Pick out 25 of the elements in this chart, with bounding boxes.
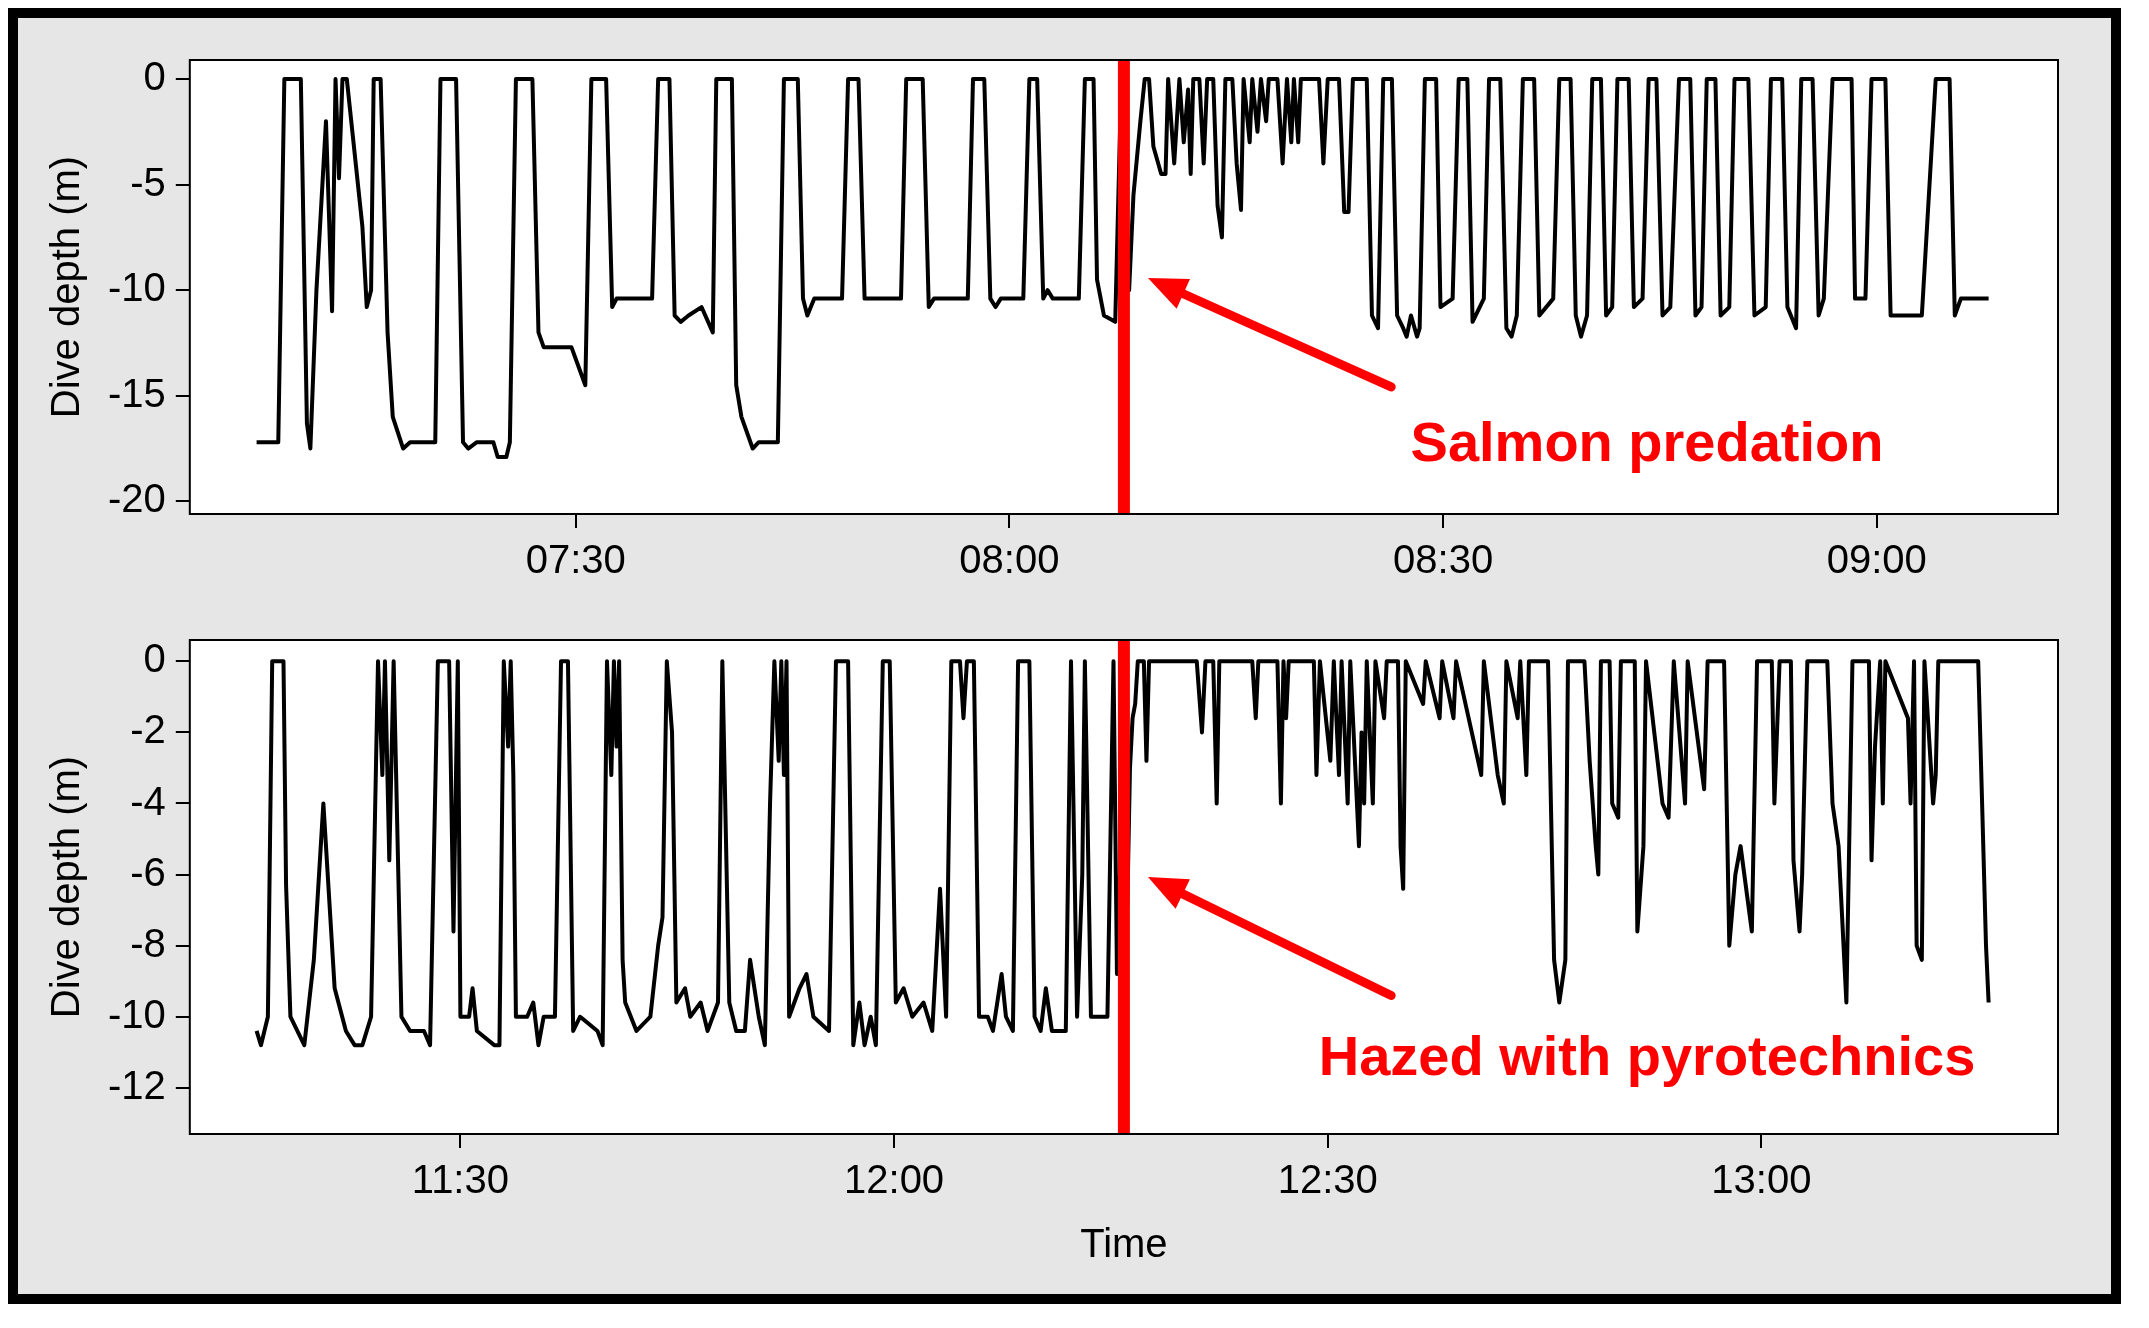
y-tick-label: 0 — [143, 54, 166, 99]
x-tick-label: 11:30 — [411, 1157, 509, 1202]
x-tick-label: 08:00 — [959, 537, 1060, 582]
y-tick-label: -4 — [130, 778, 166, 823]
y-tick-label: -20 — [108, 476, 166, 521]
x-axis-title: Time — [1080, 1221, 1168, 1266]
y-tick-label: -8 — [130, 920, 166, 965]
y-tick-label: -10 — [108, 265, 166, 310]
y-axis-title: Dive depth (m) — [43, 755, 88, 1019]
y-tick-label: 0 — [143, 636, 166, 681]
x-tick-label: 09:00 — [1826, 537, 1927, 582]
y-tick-label: -12 — [108, 1062, 166, 1107]
y-tick-label: -5 — [130, 159, 166, 204]
x-tick-label: 08:30 — [1393, 537, 1494, 582]
annotation: Salmon predation — [1410, 410, 1884, 474]
x-tick-label: 12:30 — [1277, 1157, 1378, 1202]
y-tick-label: -6 — [130, 849, 166, 894]
y-tick-label: -2 — [130, 707, 166, 752]
x-tick-label: 12:00 — [844, 1157, 945, 1202]
annotation: Hazed with pyrotechnics — [1318, 1024, 1976, 1088]
x-tick-label: 07:30 — [525, 537, 626, 582]
y-axis-title: Dive depth (m) — [43, 155, 88, 419]
x-tick-label: 13:00 — [1711, 1157, 1812, 1202]
y-tick-label: -10 — [108, 991, 166, 1036]
y-tick-label: -15 — [108, 370, 166, 415]
